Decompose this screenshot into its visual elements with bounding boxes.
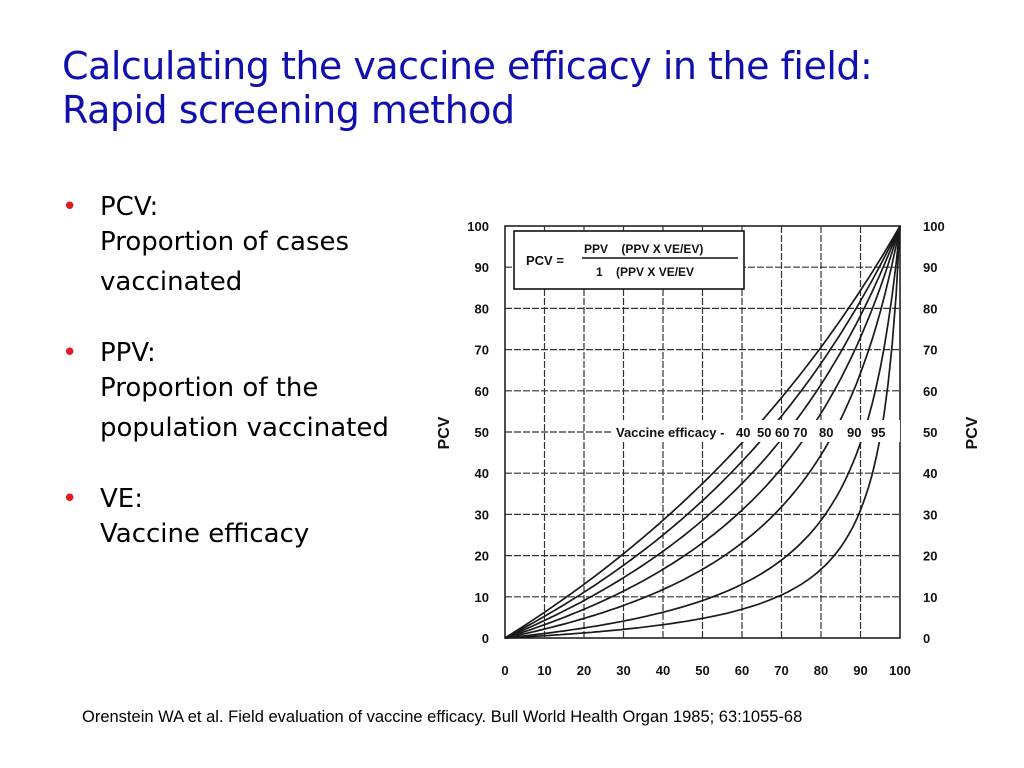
y-tick-label-left: 50 [475, 425, 489, 440]
bullet-ve: • VE: Vaccine efficacy [62, 484, 382, 554]
curve-legend-prefix: Vaccine efficacy - [616, 425, 724, 440]
y-tick-label-left: 30 [475, 507, 489, 522]
curve-ve-50 [504, 225, 901, 639]
y-tick-label-right: 60 [923, 384, 937, 399]
x-tick-label: 30 [616, 663, 630, 678]
bullet-description: Proportion of cases vaccinated [100, 227, 350, 297]
curve-legend-value: 60 [775, 425, 789, 440]
formula-lhs: PCV = [526, 253, 564, 268]
curve-ve-40 [504, 225, 901, 639]
x-tick-label: 80 [814, 663, 828, 678]
curve-legend: Vaccine efficacy - 40 50 60 70 80 90 95 [612, 420, 900, 442]
y-tick-label-left: 90 [475, 260, 489, 275]
y-tick-label-right: 30 [923, 507, 937, 522]
y-tick-label-right: 20 [923, 549, 937, 564]
bullet-dot: • [62, 484, 78, 514]
curve-legend-background [612, 420, 900, 442]
slide-title: Calculating the vaccine efficacy in the … [62, 44, 1002, 132]
bullet-dot: • [62, 192, 78, 222]
y-tick-label-right: 90 [923, 260, 937, 275]
y-tick-label-right: 50 [923, 425, 937, 440]
bullet-term: VE: [100, 484, 143, 514]
curve-legend-values: 40 50 60 70 80 90 95 [736, 425, 885, 440]
curve-ve-60 [504, 225, 901, 639]
curve-ve-70 [504, 225, 901, 639]
title-line-1: Calculating the vaccine efficacy in the … [62, 44, 873, 88]
citation: Orenstein WA et al. Field evaluation of … [82, 708, 803, 726]
y-axis-label-right: PCV [964, 416, 981, 449]
formula-numerator: PPV (PPV X VE/EV) [584, 242, 703, 256]
curve-legend-value: 70 [793, 425, 807, 440]
formula-box-frame [513, 230, 745, 290]
bullet-ppv: • PPV: Proportion of the population vacc… [62, 338, 389, 448]
y-tick-label-right: 10 [923, 590, 937, 605]
curve-ve-95 [504, 225, 901, 639]
bullet-pcv: • PCV: Proportion of cases vaccinated [62, 192, 382, 302]
y-tick-label-right: 0 [923, 631, 930, 646]
x-tick-label: 40 [656, 663, 670, 678]
curve-legend-value: 90 [847, 425, 861, 440]
x-tick-label: 100 [889, 663, 911, 678]
y-tick-label-left: 80 [475, 301, 489, 316]
x-tick-label: 10 [537, 663, 551, 678]
y-tick-label-left: 70 [475, 343, 489, 358]
formula-box: PCV = PPV (PPV X VE/EV) 1 (PPV X VE/EV [513, 230, 745, 290]
title-line-2: Rapid screening method [62, 88, 515, 132]
curve-legend-value: 80 [819, 425, 833, 440]
definitions-list: • PCV: Proportion of cases vaccinated • … [62, 192, 389, 590]
y-axis-label-left: PCV [436, 416, 453, 449]
curve-legend-value: 95 [871, 425, 885, 440]
x-tick-label: 50 [695, 663, 709, 678]
formula-denominator: 1 (PPV X VE/EV [596, 265, 694, 279]
x-tick-label: 90 [853, 663, 867, 678]
curve-legend-value: 50 [757, 425, 771, 440]
y-tick-label-right: 40 [923, 466, 937, 481]
x-tick-label: 60 [735, 663, 749, 678]
pcv-chart-container: 0 10 20 30 40 50 60 70 80 90 100 0 0 10 10 20 20 30 30 40 40… [420, 208, 1000, 683]
bullet-dot: • [62, 338, 78, 368]
y-tick-label-right: 80 [923, 301, 937, 316]
y-tick-label-left: 100 [467, 219, 489, 234]
curve-ve-90 [504, 225, 901, 639]
x-tick-label: 0 [501, 663, 508, 678]
y-tick-label-left: 0 [482, 631, 489, 646]
y-tick-label-right: 70 [923, 343, 937, 358]
y-tick-label-right: 100 [923, 219, 945, 234]
bullet-description: Proportion of the population vaccinated [100, 373, 389, 443]
bullet-term: PPV: [100, 338, 156, 368]
y-tick-label-left: 40 [475, 466, 489, 481]
bullet-description: Vaccine efficacy [100, 519, 310, 549]
curve-legend-value: 40 [736, 425, 750, 440]
bullet-term: PCV: [100, 192, 159, 222]
y-tick-label-left: 20 [475, 549, 489, 564]
y-tick-label-left: 10 [475, 590, 489, 605]
x-tick-label: 20 [577, 663, 591, 678]
x-tick-label: 70 [774, 663, 788, 678]
y-tick-label-left: 60 [475, 384, 489, 399]
